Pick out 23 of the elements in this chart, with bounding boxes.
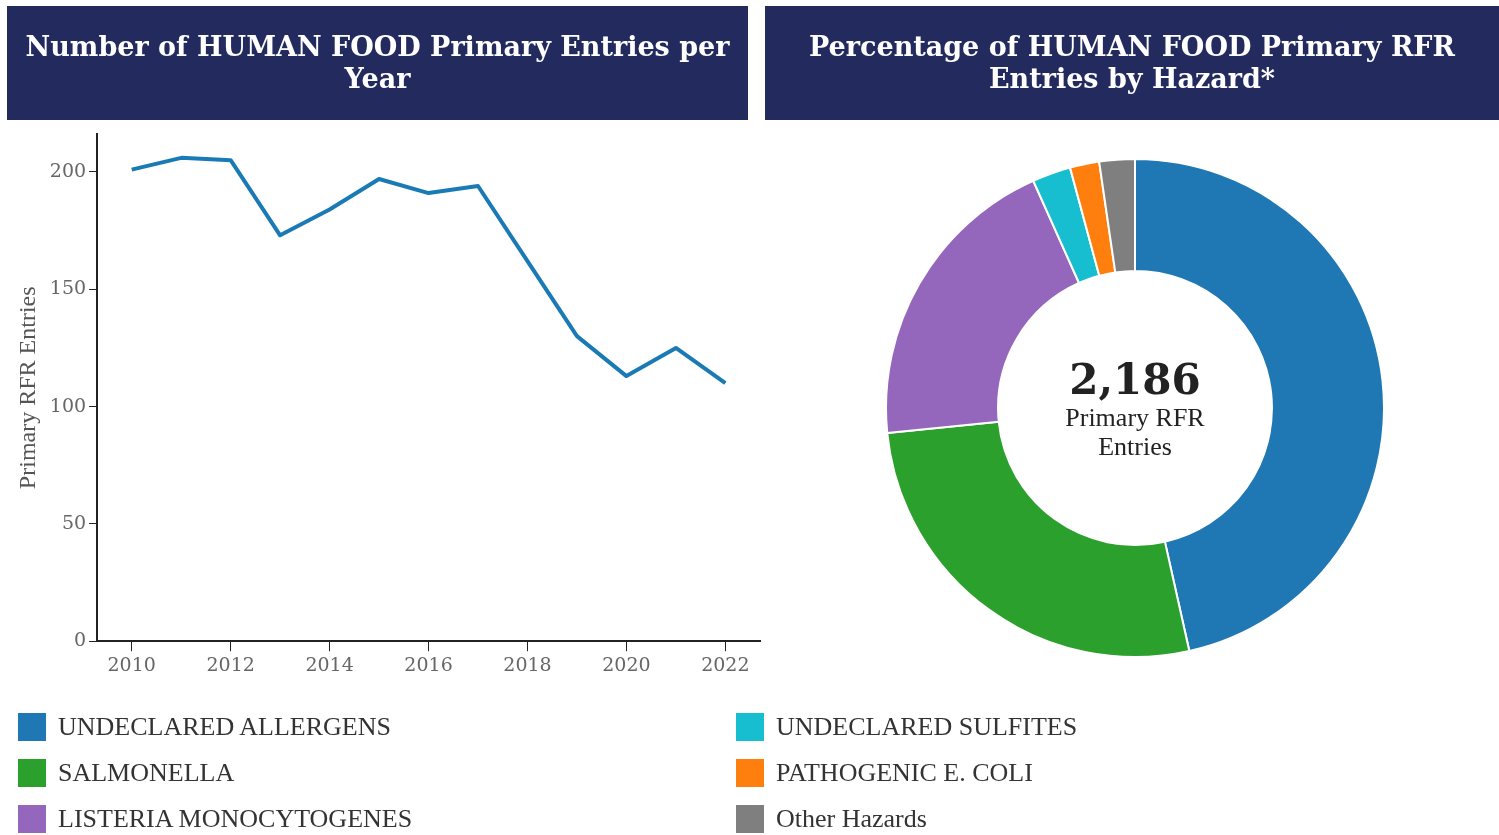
x-tick-label: 2010 [107, 652, 156, 675]
x-tick-label: 2014 [305, 652, 354, 675]
legend-label: PATHOGENIC E. COLI [776, 758, 1033, 788]
legend-label: UNDECLARED SULFITES [776, 712, 1078, 742]
legend-label: Other Hazards [776, 804, 927, 834]
x-tick-label: 2018 [503, 652, 552, 675]
y-axis-title: Primary RFR Entries [13, 286, 40, 490]
x-tick-label: 2022 [701, 652, 750, 675]
text: Primary RFR Entries [1064, 403, 1206, 462]
legend-label: SALMONELLA [58, 758, 235, 788]
y-tick-label: 150 [49, 276, 87, 299]
chart-title: Percentage of HUMAN FOOD Primary RFR Entries by Hazard* [765, 6, 1499, 120]
y-tick-label: 100 [49, 393, 87, 416]
x-tick-label: 2016 [404, 652, 453, 675]
legend-label: LISTERIA MONOCYTOGENES [58, 804, 413, 834]
y-tick-label: 200 [49, 158, 87, 181]
y-tick-label: 50 [61, 510, 87, 533]
x-tick-label: 2012 [206, 652, 255, 675]
text: 2,186 [1068, 355, 1202, 404]
legend-label: UNDECLARED ALLERGENS [58, 712, 391, 742]
y-tick-label: 0 [73, 628, 87, 651]
chart-title: Number of HUMAN FOOD Primary Entries per Year [7, 6, 748, 120]
x-tick-label: 2020 [602, 652, 651, 675]
